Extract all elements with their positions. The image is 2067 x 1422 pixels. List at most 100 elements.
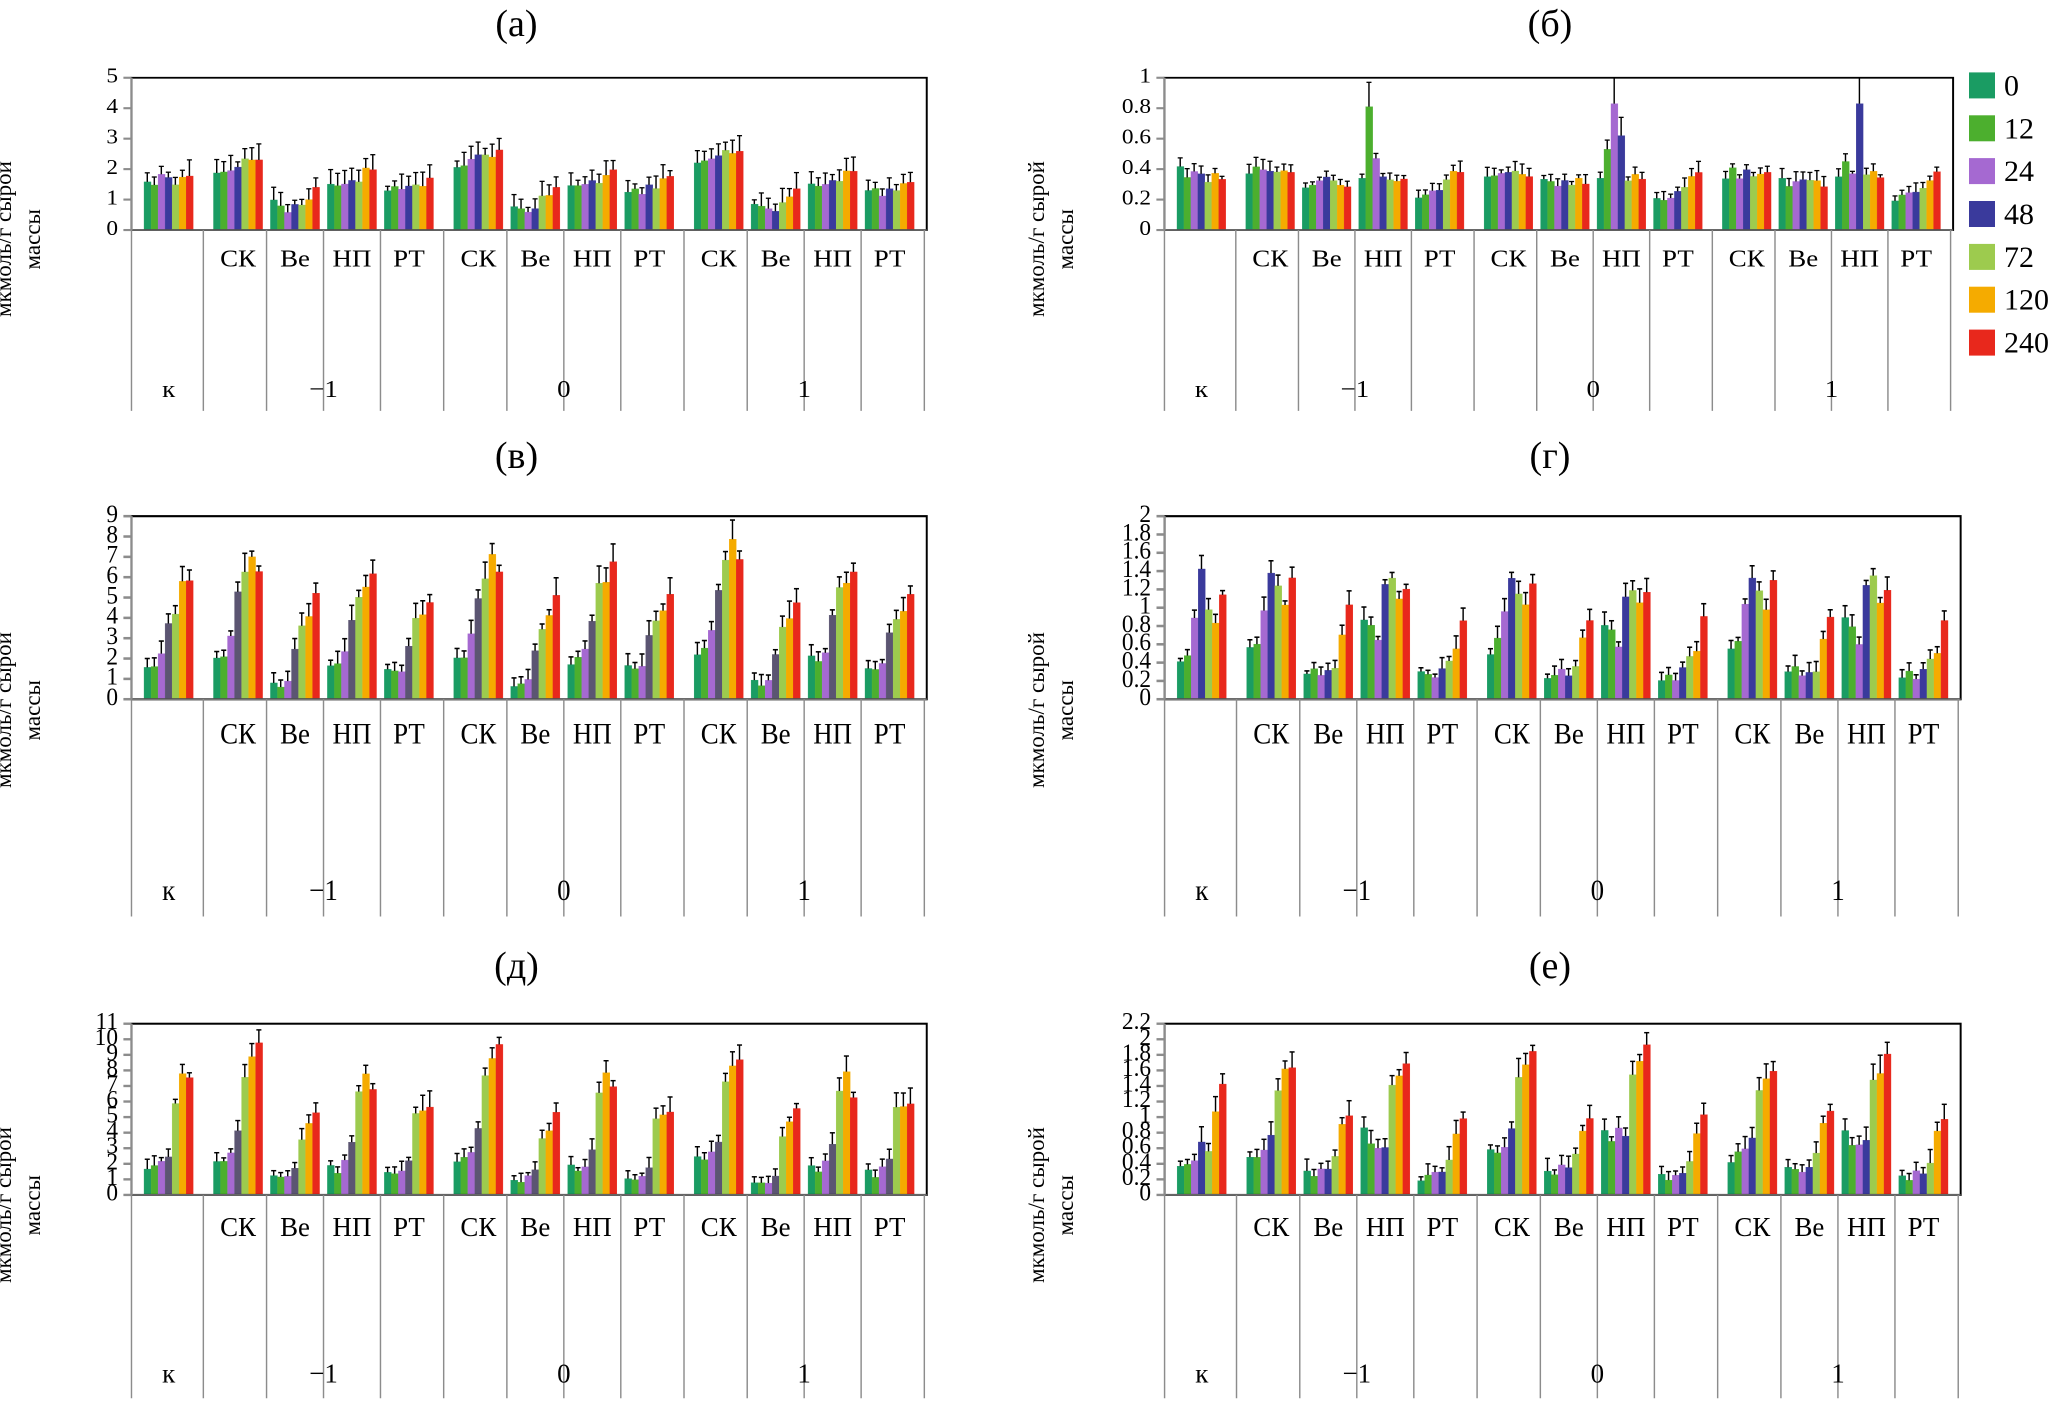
svg-text:НП: НП <box>1840 245 1879 273</box>
svg-text:0.8: 0.8 <box>1122 94 1151 118</box>
svg-text:РТ: РТ <box>1900 245 1932 273</box>
svg-text:РТ: РТ <box>393 1212 425 1242</box>
svg-text:Ве: Ве <box>761 1212 791 1242</box>
svg-text:0: 0 <box>106 216 118 240</box>
svg-text:Ве: Ве <box>1554 718 1584 750</box>
svg-text:к: к <box>162 875 175 907</box>
svg-text:РТ: РТ <box>1662 245 1694 273</box>
svg-text:НП: НП <box>1366 718 1405 750</box>
svg-text:Ве: Ве <box>761 245 791 273</box>
svg-text:РТ: РТ <box>633 245 665 273</box>
svg-text:НП: НП <box>1366 1212 1405 1242</box>
svg-text:к: к <box>1195 1358 1209 1388</box>
svg-text:НП: НП <box>1606 718 1645 750</box>
svg-text:1: 1 <box>1139 64 1151 88</box>
svg-text:НП: НП <box>813 718 852 750</box>
svg-text:НП: НП <box>333 245 372 273</box>
svg-text:РТ: РТ <box>1424 245 1456 273</box>
svg-text:СК: СК <box>1734 1212 1771 1242</box>
svg-text:−1: −1 <box>309 1358 338 1388</box>
svg-text:РТ: РТ <box>874 1212 906 1242</box>
svg-text:РТ: РТ <box>874 245 906 273</box>
svg-text:СК: СК <box>1494 718 1530 750</box>
svg-text:24: 24 <box>2004 155 2034 188</box>
svg-text:НП: НП <box>1606 1212 1645 1242</box>
svg-text:СК: СК <box>460 245 497 273</box>
svg-text:1: 1 <box>797 875 810 907</box>
svg-text:0: 0 <box>557 1358 570 1388</box>
svg-text:0: 0 <box>1586 375 1599 403</box>
svg-text:11: 11 <box>96 1009 118 1035</box>
svg-text:5: 5 <box>106 64 118 88</box>
svg-text:1: 1 <box>797 1358 810 1388</box>
svg-text:СК: СК <box>1253 1212 1290 1242</box>
svg-text:НП: НП <box>1847 718 1886 750</box>
svg-text:0.4: 0.4 <box>1122 155 1151 179</box>
svg-text:Ве: Ве <box>1794 718 1824 750</box>
svg-text:НП: НП <box>1364 245 1403 273</box>
svg-text:РТ: РТ <box>1426 718 1458 750</box>
svg-text:НП: НП <box>813 1212 852 1242</box>
svg-text:СК: СК <box>460 1212 497 1242</box>
svg-text:0: 0 <box>557 375 570 403</box>
svg-text:1: 1 <box>1825 375 1838 403</box>
svg-text:0: 0 <box>1591 875 1604 907</box>
svg-text:НП: НП <box>573 718 612 750</box>
svg-text:РТ: РТ <box>874 718 906 750</box>
svg-text:РТ: РТ <box>1426 1212 1458 1242</box>
svg-text:0: 0 <box>1591 1358 1604 1388</box>
svg-text:НП: НП <box>333 1212 372 1242</box>
svg-text:СК: СК <box>1252 245 1289 273</box>
svg-text:НП: НП <box>333 718 372 750</box>
svg-text:НП: НП <box>1847 1212 1886 1242</box>
svg-text:РТ: РТ <box>633 1212 665 1242</box>
svg-text:СК: СК <box>1253 718 1289 750</box>
svg-text:Ве: Ве <box>1788 245 1818 273</box>
svg-text:0: 0 <box>557 875 570 907</box>
svg-text:Ве: Ве <box>1313 718 1343 750</box>
svg-text:Ве: Ве <box>520 1212 550 1242</box>
svg-text:Ве: Ве <box>761 718 791 750</box>
svg-text:Ве: Ве <box>520 245 550 273</box>
svg-text:1: 1 <box>106 185 118 209</box>
svg-text:72: 72 <box>2004 241 2034 274</box>
svg-text:2.2: 2.2 <box>1122 1009 1151 1035</box>
svg-text:РТ: РТ <box>1908 718 1940 750</box>
svg-text:1: 1 <box>797 375 810 403</box>
svg-text:к: к <box>162 1358 176 1388</box>
svg-text:Ве: Ве <box>1550 245 1580 273</box>
svg-text:СК: СК <box>1494 1212 1531 1242</box>
svg-text:Ве: Ве <box>280 718 310 750</box>
svg-text:Ве: Ве <box>280 1212 310 1242</box>
svg-text:СК: СК <box>1491 245 1528 273</box>
svg-text:к: к <box>1195 875 1208 907</box>
svg-text:к: к <box>162 375 176 403</box>
svg-text:1: 1 <box>1831 875 1844 907</box>
svg-text:−1: −1 <box>1342 875 1371 907</box>
svg-text:−1: −1 <box>1342 1358 1371 1388</box>
svg-text:РТ: РТ <box>1667 1212 1699 1242</box>
svg-text:РТ: РТ <box>633 718 665 750</box>
svg-text:0.6: 0.6 <box>1122 125 1151 149</box>
svg-text:СК: СК <box>701 718 737 750</box>
svg-text:2: 2 <box>1139 500 1151 528</box>
svg-text:НП: НП <box>1602 245 1641 273</box>
svg-text:120: 120 <box>2004 284 2049 317</box>
svg-text:РТ: РТ <box>1667 718 1699 750</box>
svg-text:−1: −1 <box>309 875 338 907</box>
svg-text:СК: СК <box>1734 718 1770 750</box>
svg-text:−1: −1 <box>309 375 338 403</box>
svg-text:СК: СК <box>460 718 496 750</box>
svg-text:к: к <box>1195 375 1209 403</box>
svg-text:12: 12 <box>2004 112 2034 145</box>
svg-text:Ве: Ве <box>1794 1212 1824 1242</box>
svg-text:2: 2 <box>106 155 118 179</box>
svg-text:НП: НП <box>573 245 612 273</box>
svg-text:СК: СК <box>701 245 738 273</box>
svg-text:Ве: Ве <box>520 718 550 750</box>
svg-text:РТ: РТ <box>1908 1212 1940 1242</box>
svg-text:3: 3 <box>106 125 118 149</box>
svg-text:НП: НП <box>573 1212 612 1242</box>
svg-text:0: 0 <box>2004 69 2019 102</box>
svg-text:РТ: РТ <box>393 245 425 273</box>
